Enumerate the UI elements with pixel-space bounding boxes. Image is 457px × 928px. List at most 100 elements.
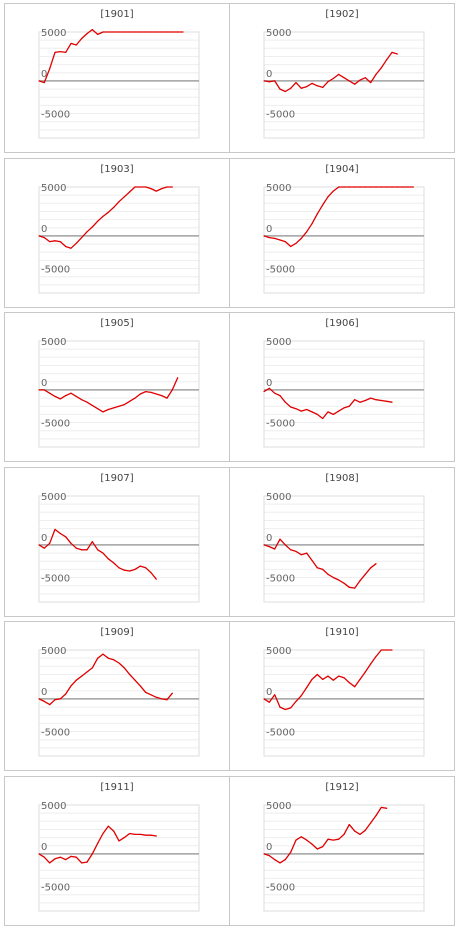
line-chart: 5000 0 -5000 (263, 337, 425, 448)
data-point (155, 31, 157, 33)
series-line (39, 377, 179, 413)
chart-panel: [1907] 5000 0 -5000 (4, 466, 230, 617)
data-point (65, 395, 67, 397)
data-point (268, 545, 270, 547)
data-point (113, 206, 115, 208)
data-point (359, 401, 361, 403)
plot-area (263, 340, 425, 448)
data-point (43, 856, 45, 858)
data-point (343, 185, 345, 188)
data-point (279, 238, 281, 241)
data-point (70, 855, 72, 857)
data-point (332, 576, 334, 578)
data-point (263, 234, 265, 237)
data-point (49, 68, 51, 70)
data-point (134, 833, 136, 835)
data-point (295, 838, 297, 841)
data-point (359, 579, 361, 581)
data-point (370, 397, 372, 399)
data-point (139, 565, 141, 567)
data-point (65, 858, 67, 860)
data-point (75, 679, 77, 681)
data-point (274, 694, 276, 696)
data-point (316, 85, 318, 87)
data-point (139, 833, 141, 835)
y-tick-label: 0 (266, 223, 272, 234)
data-point (43, 236, 45, 238)
data-point (364, 77, 366, 79)
data-point (38, 80, 40, 82)
data-point (161, 698, 163, 700)
data-point (129, 673, 131, 676)
data-point (38, 543, 40, 546)
data-point (107, 31, 109, 33)
data-point (129, 190, 131, 192)
data-point (316, 413, 318, 415)
y-tick-label: -5000 (266, 419, 295, 430)
data-point (81, 236, 83, 238)
data-point (391, 185, 393, 188)
data-point (145, 390, 147, 393)
data-point (107, 408, 109, 411)
y-tick-label: -5000 (266, 882, 295, 893)
data-point (316, 673, 318, 676)
data-point (300, 835, 302, 837)
data-point (150, 694, 152, 696)
data-point (38, 698, 40, 700)
data-point (284, 240, 286, 242)
chart-title: [1901] (100, 9, 134, 20)
data-point (113, 407, 115, 409)
y-tick-label: 5000 (41, 28, 66, 39)
series-line (263, 538, 377, 589)
data-point (123, 195, 125, 197)
data-point (354, 587, 356, 589)
data-point (263, 543, 265, 546)
data-point (386, 59, 388, 61)
y-tick-label: 5000 (266, 337, 291, 348)
y-tick-label: -5000 (41, 573, 70, 584)
data-point (86, 33, 88, 35)
data-point (129, 832, 131, 834)
y-tick-label: 0 (266, 841, 272, 852)
data-point (386, 400, 388, 402)
y-tick-label: 0 (41, 378, 47, 389)
y-tick-label: 5000 (266, 28, 291, 39)
data-point (274, 392, 276, 394)
data-point (86, 548, 88, 550)
data-point (295, 550, 297, 552)
data-point (150, 571, 152, 573)
data-point (375, 562, 377, 564)
data-point (145, 691, 147, 693)
y-tick-label: -5000 (41, 728, 70, 739)
line-chart: 5000 0 -5000 (38, 28, 200, 139)
data-point (343, 407, 345, 409)
data-point (370, 185, 372, 188)
y-tick-label: 5000 (41, 646, 66, 657)
series-line (38, 28, 183, 84)
y-tick-label: 5000 (266, 646, 291, 657)
chart-title: [1911] (100, 781, 134, 793)
data-point (316, 212, 318, 215)
data-point (43, 81, 45, 84)
y-tick-label: 0 (41, 687, 47, 698)
data-point (375, 814, 377, 816)
data-point (97, 33, 99, 36)
data-point (370, 81, 372, 84)
data-point (97, 657, 99, 659)
chart-title: [1902] (325, 9, 359, 20)
data-point (268, 701, 270, 703)
data-point (348, 80, 350, 82)
y-tick-label: 0 (41, 841, 47, 852)
data-point (311, 678, 313, 680)
data-point (150, 391, 152, 393)
data-point (290, 851, 292, 853)
data-point (86, 671, 88, 673)
data-point (166, 397, 168, 399)
data-point (123, 667, 125, 669)
y-tick-label: -5000 (41, 882, 70, 893)
data-point (54, 51, 56, 53)
plot-area (38, 804, 200, 911)
line-chart: 5000 0 -5000 (263, 646, 425, 757)
data-point (171, 389, 173, 391)
data-point (118, 405, 120, 407)
